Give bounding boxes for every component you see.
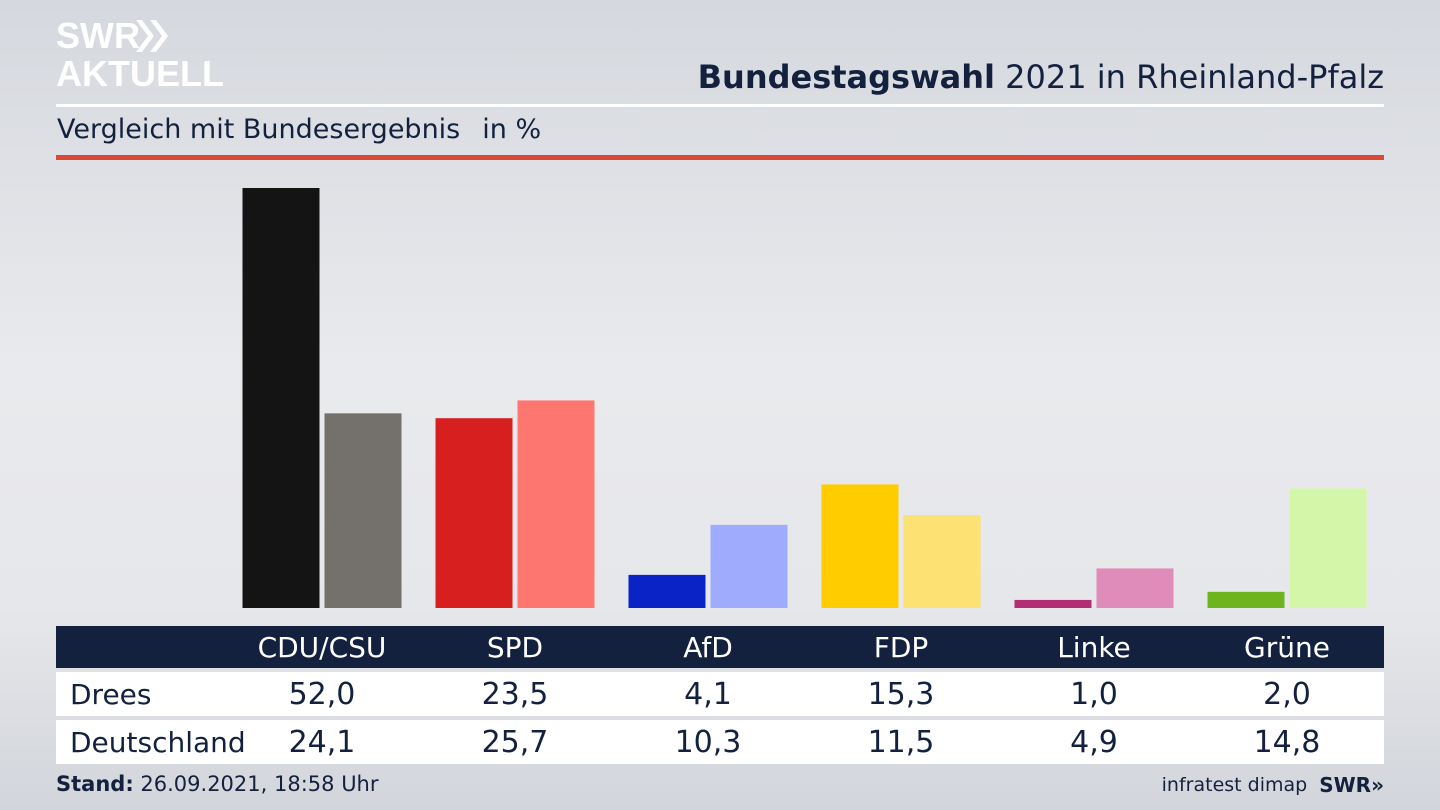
- bar-drees-afd: [628, 574, 706, 608]
- column-header: SPD: [486, 630, 544, 664]
- subtitle-text: Vergleich mit Bundesergebnis: [57, 114, 461, 145]
- table-cell: 1,0: [1070, 676, 1118, 712]
- timestamp: Stand: 26.09.2021, 18:58 Uhr: [56, 772, 379, 796]
- swr-small-logo: SWR»: [1319, 773, 1384, 797]
- table-cell: 24,1: [288, 724, 356, 760]
- bar-deutschland-fdp: [903, 515, 981, 608]
- logo-aktuell-text: AKTUELL: [56, 53, 224, 92]
- column-header: Linke: [1057, 630, 1131, 664]
- unit-label: in %: [482, 114, 542, 145]
- bar-deutschland-cdu-csu: [324, 413, 402, 608]
- bar-deutschland-grüne: [1289, 488, 1367, 608]
- results-table: CDU/CSU SPD AfD FDP Linke Grüne Drees 52,0 23,…: [56, 626, 1384, 764]
- bar-chart: [242, 188, 1367, 608]
- column-header: CDU/CSU: [257, 630, 387, 664]
- column-header: Grüne: [1244, 630, 1330, 664]
- table-cell: 14,8: [1253, 724, 1321, 760]
- bar-deutschland-spd: [517, 400, 595, 608]
- bar-drees-grüne: [1207, 591, 1285, 608]
- accent-divider: [56, 155, 1384, 160]
- source-text: infratest dimap: [1161, 774, 1308, 796]
- bar-drees-fdp: [821, 484, 899, 608]
- table-cell: 2,0: [1263, 676, 1311, 712]
- bar-drees-linke: [1014, 599, 1092, 608]
- table-cell: 11,5: [867, 724, 935, 760]
- row-label: Deutschland: [70, 725, 246, 759]
- swr-aktuell-logo: SWR AKTUELL: [56, 16, 224, 92]
- table-row: Deutschland 24,1 25,7 10,3 11,5 4,9 14,8: [56, 720, 1384, 764]
- stand-value: 26.09.2021, 18:58 Uhr: [140, 772, 379, 796]
- table-cell: 15,3: [867, 676, 935, 712]
- table-cell: 25,7: [481, 724, 549, 760]
- row-label: Drees: [70, 677, 152, 711]
- bar-drees-cdu-csu: [242, 188, 320, 608]
- column-header: FDP: [873, 630, 929, 664]
- table-row: Drees 52,0 23,5 4,1 15,3 1,0 2,0: [56, 672, 1384, 716]
- logo-swr-text: SWR: [56, 16, 140, 56]
- title-bold: Bundestagswahl: [697, 58, 995, 96]
- header-divider: [56, 104, 1384, 107]
- swr-small-text: SWR: [1319, 773, 1372, 797]
- bar-deutschland-afd: [710, 524, 788, 608]
- stand-label: Stand:: [56, 772, 134, 796]
- column-header: AfD: [683, 630, 733, 664]
- source-credit: infratest dimap SWR»: [1162, 773, 1384, 797]
- title-rest: 2021 in Rheinland-Pfalz: [1005, 58, 1384, 96]
- bar-deutschland-linke: [1096, 568, 1174, 608]
- page-title: Bundestagswahl 2021 in Rheinland-Pfalz: [698, 58, 1384, 96]
- table-cell: 4,1: [684, 676, 732, 712]
- bar-drees-spd: [435, 418, 513, 608]
- table-cell: 10,3: [674, 724, 742, 760]
- chart-subtitle: Vergleich mit Bundesergebnis in %: [57, 114, 541, 145]
- logo-chevron-1: [136, 20, 154, 52]
- table-cell: 4,9: [1070, 724, 1118, 760]
- table-cell: 23,5: [481, 676, 549, 712]
- table-cell: 52,0: [288, 676, 356, 712]
- table-header-row: CDU/CSU SPD AfD FDP Linke Grüne: [56, 626, 1384, 668]
- logo-chevron-2: [150, 20, 168, 52]
- chevrons-icon: »: [1371, 773, 1384, 797]
